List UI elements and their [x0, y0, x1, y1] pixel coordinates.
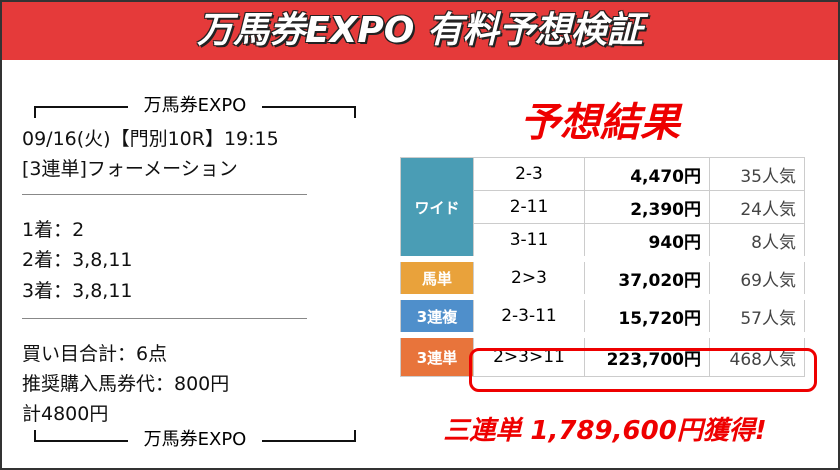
popularity: 8人気: [709, 223, 805, 260]
row-label: 3連単: [400, 334, 474, 377]
combination: 2-3-11: [473, 296, 585, 336]
payout: 223,700円: [584, 334, 710, 377]
summary: 推奨購入馬券代：800円: [22, 373, 230, 395]
popularity: 35人気: [709, 157, 805, 191]
pick: 1着：2: [22, 219, 85, 241]
payout: 2,390円: [584, 190, 710, 224]
pick: 3着：3,8,11: [22, 280, 133, 302]
top-bracket: 万馬券EXPO: [34, 95, 356, 118]
payout: 4,470円: [584, 157, 710, 191]
combination: 3-11: [473, 223, 585, 260]
summary: 買い目合計：6点: [22, 343, 168, 365]
brand: 万馬券EXPO: [143, 429, 247, 450]
race-info: 09/16(火)【門別10R】19:15: [22, 128, 279, 150]
table-row: 3連単 2>3>11 223,700円 468人気: [400, 334, 805, 377]
result-title: 予想結果: [520, 100, 680, 146]
result-table: ワイド 2-3 4,470円 35人気 2-11 2,390円 24人気 3-11 940円 8人…: [400, 157, 805, 377]
combination: 2>3: [473, 258, 585, 298]
highlight: [469, 348, 817, 392]
brand: 万馬券EXPO: [143, 95, 247, 116]
table-row: 3連複 2-3-11 15,720円 57人気: [400, 296, 805, 336]
row-label: 馬単: [400, 258, 474, 298]
payout: 15,720円: [584, 296, 710, 336]
combination: 2>3>11: [473, 334, 585, 377]
header-title: 万馬券EXPO 有料予想検証: [2, 2, 838, 60]
combination: 2-11: [473, 190, 585, 224]
pick: 2着：3,8,11: [22, 249, 133, 271]
bottom-bracket: 万馬券EXPO: [34, 430, 356, 450]
table-row: 3-11 940円 8人気: [400, 223, 805, 260]
popularity: 468人気: [709, 334, 805, 377]
row-label: 3連複: [400, 296, 474, 336]
table-row: 馬単 2>3 37,020円 69人気: [400, 258, 805, 298]
result-footer: 三連単 1,789,600円獲得!: [443, 416, 767, 446]
bet-type: [3連単]フォーメーション: [22, 158, 238, 180]
summary: 計4800円: [22, 403, 109, 425]
combination: 2-3: [473, 157, 585, 191]
popularity: 57人気: [709, 296, 805, 336]
payout: 37,020円: [584, 258, 710, 298]
row-label: ワイド: [400, 157, 474, 260]
popularity: 24人気: [709, 190, 805, 224]
popularity: 69人気: [709, 258, 805, 298]
payout: 940円: [584, 223, 710, 260]
table-row: ワイド 2-3 4,470円 35人気: [400, 157, 805, 260]
table-row: 2-11 2,390円 24人気: [401, 190, 805, 224]
